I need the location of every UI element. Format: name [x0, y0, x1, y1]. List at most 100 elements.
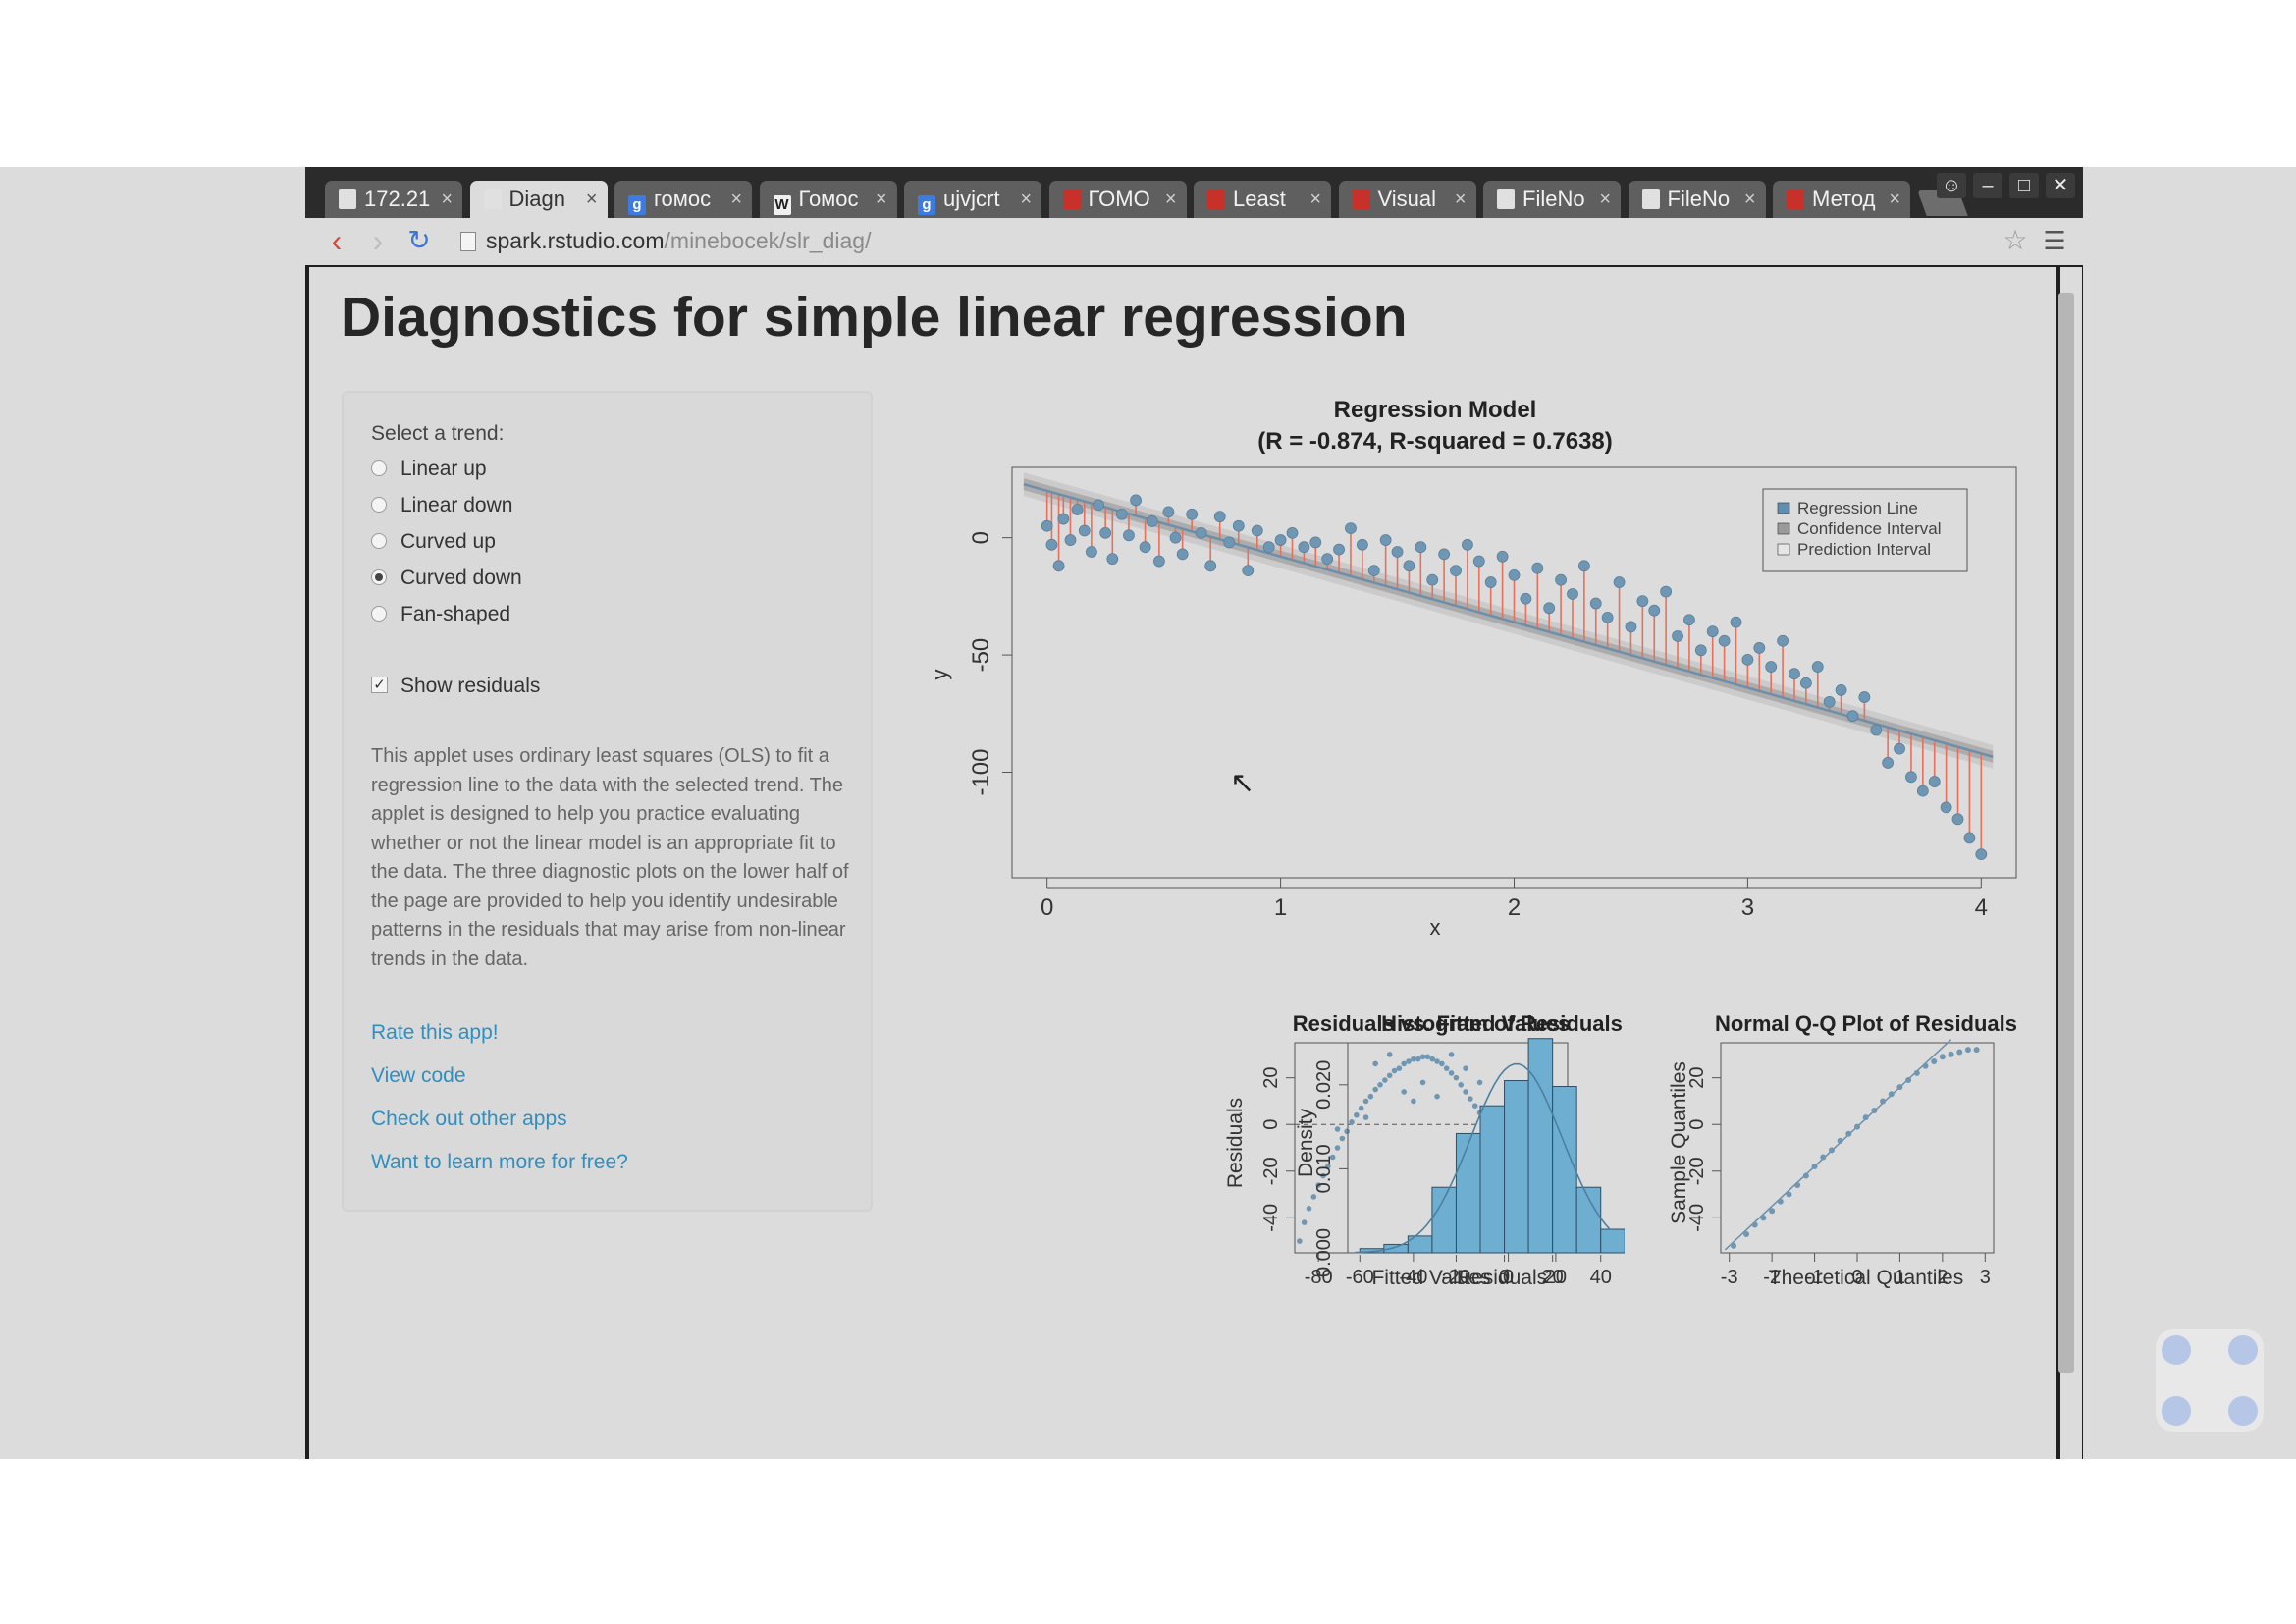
tab-close-icon[interactable]: ×: [1309, 189, 1321, 210]
back-button[interactable]: ‹: [331, 223, 343, 258]
radio-label: Linear down: [400, 494, 513, 516]
residual-point: [1344, 1128, 1350, 1135]
data-point: [1426, 573, 1439, 586]
tab-label: 172.21: [364, 187, 431, 211]
rate-app-link[interactable]: Rate this app!: [371, 1021, 499, 1044]
menu-icon[interactable]: ☰: [2043, 226, 2066, 255]
tab-close-icon[interactable]: ×: [875, 189, 887, 210]
y-axis-label: Density: [1295, 1108, 1317, 1177]
data-point: [1041, 519, 1053, 532]
reload-button[interactable]: ↻: [407, 225, 431, 255]
radio-curved-up[interactable]: Curved up: [371, 528, 496, 556]
quantile-point: [1931, 1058, 1938, 1065]
quantile-point: [1743, 1230, 1750, 1237]
x-tick-label: 0: [1503, 1267, 1514, 1288]
quantile-point: [1913, 1069, 1920, 1076]
chart-title: Histogram of Residuals: [1381, 1011, 1623, 1036]
radio-curved-down[interactable]: Curved down: [371, 565, 522, 592]
residual-point: [1306, 1206, 1312, 1212]
x-tick-label: 2: [1508, 894, 1521, 921]
residual-point: [1315, 1182, 1321, 1188]
data-point: [1367, 565, 1380, 576]
tab-close-icon[interactable]: ×: [1020, 189, 1032, 210]
quantile-point: [1811, 1164, 1818, 1170]
data-point: [1251, 524, 1263, 537]
x-tick-label: 0: [1499, 1267, 1510, 1288]
radio-linear-down[interactable]: Linear down: [371, 492, 512, 519]
radio-fan-shaped[interactable]: Fan-shaped: [371, 601, 510, 628]
tab-close-icon[interactable]: ×: [585, 189, 598, 210]
residual-point: [1463, 1089, 1468, 1095]
tab-close-icon[interactable]: ×: [1599, 189, 1611, 210]
overlay-widget[interactable]: [2156, 1329, 2264, 1432]
bookmark-star-icon[interactable]: ☆: [2002, 225, 2028, 255]
x-tick-label: -1: [1806, 1267, 1824, 1288]
normal-qq-chart: Normal Q-Q Plot of Residuals Theoretical…: [1668, 1011, 2017, 1289]
radio-linear-up[interactable]: Linear up: [371, 456, 487, 483]
tab-close-icon[interactable]: ×: [1454, 189, 1467, 210]
residual-point: [1448, 1070, 1455, 1076]
data-point: [1213, 511, 1226, 523]
residual-point: [1401, 1060, 1407, 1067]
tab-close-icon[interactable]: ×: [1743, 189, 1756, 210]
browser-tab[interactable]: g гомос ×: [614, 181, 752, 218]
maximize-button[interactable]: □: [2009, 173, 2039, 198]
data-point: [1660, 585, 1673, 598]
data-point: [1321, 553, 1334, 566]
residual-point: [1334, 1145, 1341, 1151]
browser-tab[interactable]: ГОМО ×: [1048, 181, 1187, 218]
residual-point: [1434, 1058, 1440, 1064]
profile-icon[interactable]: ☺: [1937, 173, 1966, 198]
tab-label: ГОМО: [1088, 187, 1150, 211]
tab-label: Гомос: [798, 187, 859, 211]
histogram-bar: [1479, 1105, 1506, 1254]
data-point: [1242, 565, 1255, 576]
y-tick-label: 20: [1686, 1067, 1708, 1089]
residual-point: [1401, 1089, 1407, 1095]
view-code-link[interactable]: View code: [371, 1064, 466, 1087]
close-window-button[interactable]: ✕: [2046, 173, 2075, 198]
radio-label: Curved down: [400, 567, 522, 589]
other-apps-link[interactable]: Check out other apps: [371, 1108, 567, 1130]
scrollbar-thumb[interactable]: [2058, 293, 2074, 1373]
data-point: [1403, 560, 1415, 572]
tab-close-icon[interactable]: ×: [730, 189, 742, 210]
quantile-point: [1769, 1208, 1776, 1215]
data-point: [1672, 630, 1683, 642]
mouse-cursor-icon: ↖: [1230, 767, 1255, 799]
residual-point: [1367, 1093, 1374, 1100]
y-tick-label: 0.010: [1313, 1144, 1335, 1193]
data-point: [1940, 801, 1952, 814]
browser-tab[interactable]: W Гомос ×: [759, 181, 897, 218]
radio-circle-icon: [371, 496, 387, 513]
browser-tab[interactable]: FileNo ×: [1628, 181, 1766, 218]
chart-title: Regression Model: [1334, 397, 1537, 423]
data-point: [1951, 813, 1964, 826]
address-bar[interactable]: spark.rstudio.com/minebocek/slr_diag/: [486, 228, 871, 254]
data-point: [1162, 506, 1175, 518]
residual-point: [1468, 1096, 1473, 1102]
y-tick-label: -20: [1260, 1157, 1282, 1185]
data-point: [1146, 515, 1158, 527]
browser-tab[interactable]: g ujvjcrt ×: [904, 181, 1041, 218]
browser-tab[interactable]: FileNo ×: [1483, 181, 1621, 218]
data-point: [1045, 538, 1058, 551]
x-axis-label: Residuals: [1457, 1267, 1547, 1289]
minimize-button[interactable]: –: [1973, 173, 2002, 198]
browser-tab[interactable]: Least ×: [1194, 181, 1331, 218]
browser-tab[interactable]: Diagn ×: [469, 181, 608, 218]
tab-close-icon[interactable]: ×: [1889, 189, 1900, 210]
browser-tab[interactable]: Метод ×: [1773, 181, 1910, 218]
residual-point: [1377, 1082, 1383, 1088]
forward-button[interactable]: ›: [372, 223, 384, 258]
browser-tab[interactable]: Visual ×: [1338, 181, 1476, 218]
data-point: [1379, 534, 1392, 546]
data-point: [1555, 573, 1567, 586]
tab-close-icon[interactable]: ×: [441, 189, 453, 210]
browser-tab[interactable]: 172.21 ×: [325, 181, 462, 218]
residual-point: [1419, 1054, 1426, 1060]
tab-close-icon[interactable]: ×: [1164, 189, 1177, 210]
show-residuals-checkbox[interactable]: ✓ Show residuals: [371, 673, 540, 700]
learn-more-link[interactable]: Want to learn more for free?: [371, 1151, 628, 1173]
widget-dot-icon: [2162, 1396, 2191, 1426]
